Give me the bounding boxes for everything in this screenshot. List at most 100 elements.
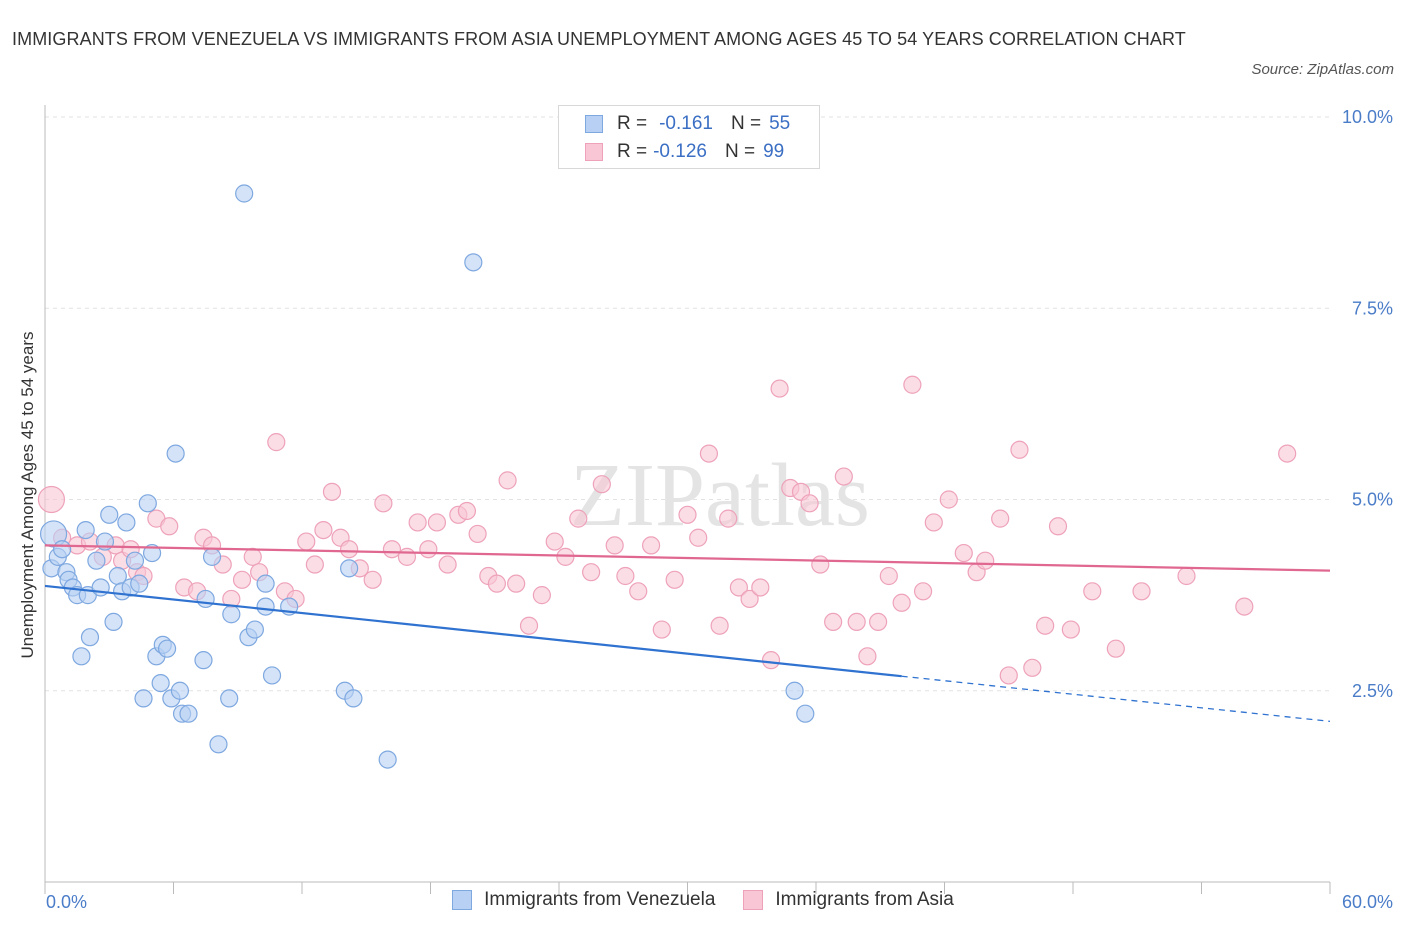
asia-point xyxy=(954,543,973,563)
venezuela-n-label: N = xyxy=(730,113,762,134)
asia-point xyxy=(468,524,487,544)
asia-point xyxy=(556,547,575,566)
venezuela-point xyxy=(76,520,95,540)
venezuela-point xyxy=(256,597,275,616)
asia-point xyxy=(689,528,708,547)
venezuela-point xyxy=(262,666,282,685)
asia-point xyxy=(699,444,719,463)
asia-point xyxy=(305,555,324,574)
asia-point xyxy=(267,433,286,452)
venezuela-point xyxy=(130,574,149,593)
venezuela-point xyxy=(796,704,815,723)
watermark: ZIPatlas xyxy=(570,446,870,545)
asia-point xyxy=(519,616,539,635)
asia-point xyxy=(340,540,359,559)
venezuela-point xyxy=(125,551,145,570)
venezuela-point xyxy=(245,620,264,639)
venezuela-point xyxy=(100,505,119,524)
asia-point xyxy=(582,563,601,582)
asia-point xyxy=(243,547,262,566)
asia-point xyxy=(976,551,995,570)
venezuela-point xyxy=(142,543,162,563)
venezuela-point xyxy=(222,605,241,624)
venezuela-point xyxy=(87,551,106,570)
asia-legend-swatch xyxy=(743,890,764,910)
trend-lines xyxy=(44,544,1331,722)
asia-point xyxy=(457,501,477,521)
legend-row-asia: R = -0.126 N = 99 xyxy=(585,139,784,165)
asia-point xyxy=(1036,616,1055,635)
y-tick-label-0: 2.5% xyxy=(1352,681,1393,701)
x-tick-label-left: 0.0% xyxy=(46,892,87,912)
asia-point xyxy=(438,555,457,574)
asia-point xyxy=(729,578,749,597)
y-tick-label-2: 7.5% xyxy=(1352,298,1393,318)
y-tick-label-3: 10.0% xyxy=(1342,107,1393,127)
asia-point xyxy=(1023,658,1042,677)
venezuela-r-value: -0.161 xyxy=(659,113,713,134)
asia-point xyxy=(629,582,648,601)
asia-n-value: 99 xyxy=(763,141,785,162)
asia-point xyxy=(1235,597,1254,616)
asia-point xyxy=(869,612,888,632)
asia-point xyxy=(879,566,898,586)
venezuela-point xyxy=(157,639,177,658)
asia-point xyxy=(427,513,447,532)
venezuela-point xyxy=(72,647,91,666)
asia-point xyxy=(314,520,333,540)
asia-point xyxy=(991,509,1010,528)
legend-row-venezuela: R = -0.161 N = 55 xyxy=(585,111,790,137)
asia-point xyxy=(498,471,517,490)
asia-point xyxy=(665,570,684,589)
y-tick-label-1: 5.0% xyxy=(1352,490,1393,510)
asia-point xyxy=(847,612,866,632)
asia-point xyxy=(999,666,1018,685)
asia-point xyxy=(616,566,635,586)
series-legend: Immigrants from Venezuela Immigrants fro… xyxy=(0,889,1406,911)
asia-point xyxy=(751,578,770,597)
asia-point xyxy=(592,475,611,494)
asia-point xyxy=(1132,582,1151,601)
x-tick-label-right: 60.0% xyxy=(1342,892,1393,912)
asia-point xyxy=(719,509,738,528)
venezuela-point xyxy=(235,184,254,203)
venezuela-point xyxy=(80,628,100,647)
venezuela-point xyxy=(151,673,170,693)
asia-point xyxy=(382,540,402,559)
legend-item-asia[interactable]: Immigrants from Asia xyxy=(743,889,954,911)
venezuela-legend-swatch xyxy=(452,890,473,910)
asia-point xyxy=(858,647,877,666)
asia-point xyxy=(419,540,438,559)
asia-point xyxy=(641,536,661,555)
venezuela-points xyxy=(39,184,815,769)
venezuela-point xyxy=(464,253,483,272)
asia-point xyxy=(740,589,759,609)
asia-point xyxy=(710,616,729,635)
venezuela-point xyxy=(134,689,153,708)
venezuela-point xyxy=(256,574,275,593)
venezuela-point xyxy=(104,612,123,632)
asia-point xyxy=(924,513,943,532)
venezuela-swatch xyxy=(585,115,603,133)
venezuela-point xyxy=(170,681,190,700)
chart-title: IMMIGRANTS FROM VENEZUELA VS IMMIGRANTS … xyxy=(12,29,1186,49)
venezuela-point xyxy=(378,750,397,769)
asia-point xyxy=(374,494,393,513)
y-axis-label: Unemployment Among Ages 45 to 54 years xyxy=(18,332,37,659)
venezuela-n-value: 55 xyxy=(769,113,791,134)
asia-point xyxy=(834,467,853,486)
asia-point xyxy=(913,582,933,601)
legend-item-venezuela[interactable]: Immigrants from Venezuela xyxy=(452,889,715,911)
venezuela-r-label: R = xyxy=(617,113,648,134)
venezuela-point xyxy=(53,540,72,559)
venezuela-point xyxy=(220,689,239,708)
asia-point xyxy=(1048,517,1068,536)
asia-point xyxy=(397,547,417,566)
asia-point xyxy=(605,536,624,555)
asia-point xyxy=(160,517,179,536)
asia-point xyxy=(770,379,789,398)
asia-point xyxy=(800,494,819,513)
asia-point xyxy=(1106,639,1125,658)
venezuela-legend-label: Immigrants from Venezuela xyxy=(484,889,716,910)
